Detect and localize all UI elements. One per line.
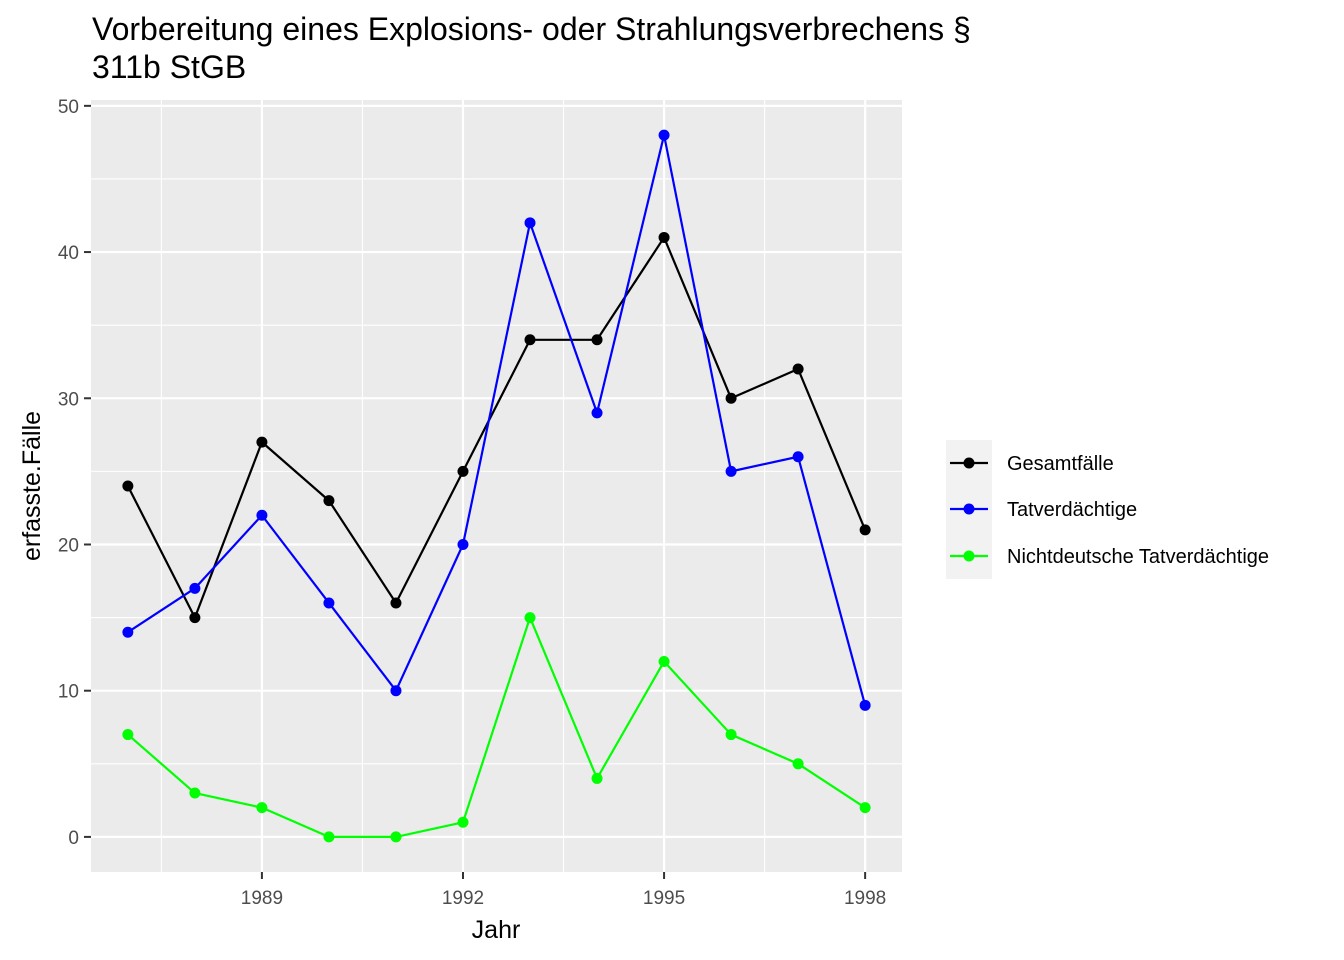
x-tick-label: 1995 xyxy=(643,888,685,909)
series-1 xyxy=(122,231,871,624)
legend-key-point xyxy=(963,503,975,515)
series-layer xyxy=(122,129,871,843)
data-point xyxy=(390,831,402,843)
data-point xyxy=(256,436,268,448)
legend-label: Tatverdächtige xyxy=(1007,499,1137,521)
data-point xyxy=(859,699,871,711)
data-point xyxy=(658,655,670,667)
data-point xyxy=(725,465,737,477)
data-point xyxy=(323,597,335,609)
y-tick-label: 0 xyxy=(68,828,79,849)
data-point xyxy=(591,334,603,346)
data-point xyxy=(457,465,469,477)
y-tick-label: 10 xyxy=(58,682,79,703)
data-point xyxy=(725,729,737,741)
series-line xyxy=(127,616,866,839)
x-tick-label: 1992 xyxy=(442,888,484,909)
series-line xyxy=(126,236,867,619)
minor-gridlines xyxy=(91,100,902,872)
data-point xyxy=(122,729,134,741)
y-tick-label: 50 xyxy=(58,97,79,118)
data-point xyxy=(658,231,670,243)
y-tick-label: 30 xyxy=(58,389,79,410)
data-point xyxy=(591,772,603,784)
legend-label: Nichtdeutsche Tatverdächtige xyxy=(1007,546,1269,568)
y-tick-label: 20 xyxy=(58,535,79,556)
data-point xyxy=(122,480,134,492)
data-point xyxy=(524,217,536,229)
data-point xyxy=(524,612,536,624)
series-line xyxy=(127,133,867,706)
legend-key-point xyxy=(963,550,975,562)
data-point xyxy=(457,816,469,828)
data-point xyxy=(591,407,603,419)
series-2 xyxy=(122,129,871,711)
data-point xyxy=(859,524,871,536)
legend-item: Gesamtfälle xyxy=(950,453,1114,475)
data-point xyxy=(122,626,134,638)
major-gridlines xyxy=(91,100,902,872)
legend-label: Gesamtfälle xyxy=(1007,453,1114,475)
data-point xyxy=(189,612,201,624)
axes: 0 10 20 30 40 50 1989 1992 1995 1998 xyxy=(58,97,886,909)
data-point xyxy=(256,509,268,521)
data-point xyxy=(323,831,335,843)
data-point xyxy=(390,685,402,697)
data-point xyxy=(189,787,201,799)
data-point xyxy=(323,495,335,507)
x-tick-label: 1989 xyxy=(241,888,283,909)
legend-key-point xyxy=(963,457,975,469)
x-axis-title: Jahr xyxy=(472,916,521,944)
series-3 xyxy=(122,612,871,843)
data-point xyxy=(189,582,201,594)
y-axis-title: erfasste.Fälle xyxy=(18,411,46,561)
data-point xyxy=(256,802,268,814)
data-point xyxy=(792,758,804,770)
legend: Gesamtfälle Tatverdächtige Nichtdeutsche T… xyxy=(946,440,1269,579)
x-tick-label: 1998 xyxy=(844,888,886,909)
data-point xyxy=(658,129,670,141)
data-point xyxy=(792,363,804,375)
plot-panel xyxy=(91,100,902,872)
legend-item: Nichtdeutsche Tatverdächtige xyxy=(950,546,1269,568)
chart-title: Vorbereitung eines Explosions- oder Stra… xyxy=(92,11,971,85)
y-tick-label: 40 xyxy=(58,243,79,264)
data-point xyxy=(390,597,402,609)
data-point xyxy=(725,392,737,404)
data-point xyxy=(457,538,469,550)
data-point xyxy=(524,334,536,346)
legend-item: Tatverdächtige xyxy=(950,499,1137,521)
data-point xyxy=(792,451,804,463)
data-point xyxy=(859,802,871,814)
